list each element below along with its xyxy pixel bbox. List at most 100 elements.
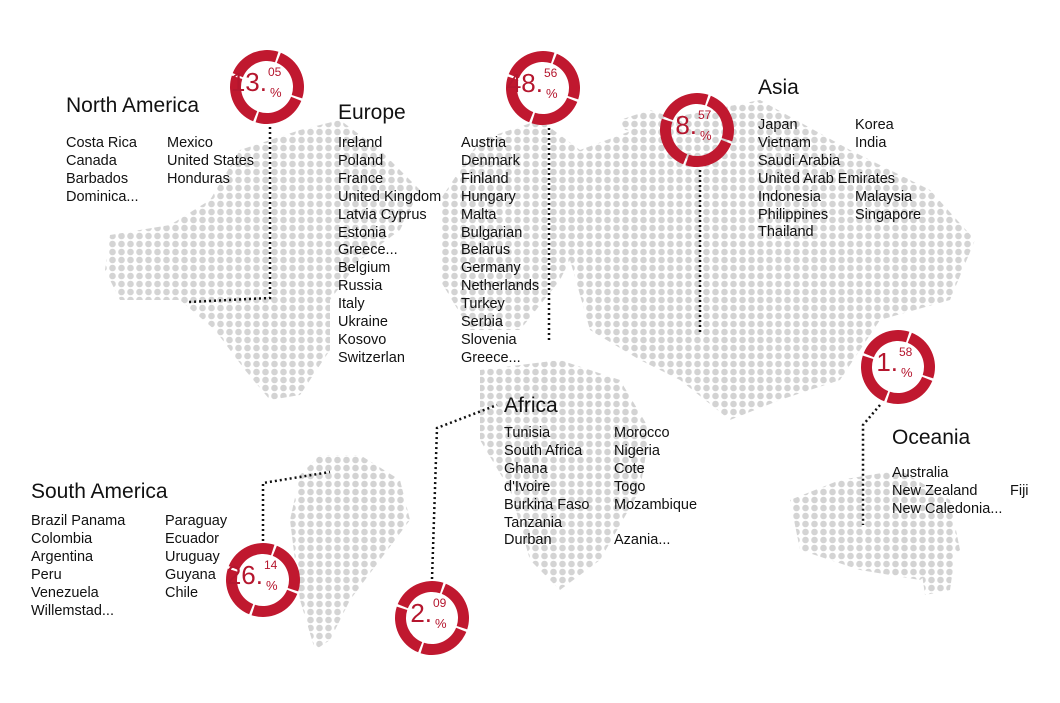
country-item: Willemstad... xyxy=(31,602,114,619)
percent-integer: 13. xyxy=(230,67,267,97)
ring-segment xyxy=(395,606,423,653)
country-item: Togo xyxy=(614,478,646,495)
country-item: Greece... xyxy=(338,242,398,259)
south-america-shape xyxy=(290,455,410,650)
ring-segment xyxy=(660,118,688,165)
country-item: Honduras xyxy=(167,170,230,187)
country-list-left: Brazil Panama Colombia Argentina Peru Venezu… xyxy=(31,513,125,620)
country-item: Paraguay xyxy=(165,513,228,529)
percent-sign: % xyxy=(435,616,447,631)
ring-segment xyxy=(861,355,889,402)
ring-segment xyxy=(907,332,935,379)
percent-integer: 1. xyxy=(876,347,898,377)
country-list-left: Japan Vietnam Saudi Arabia United Arab Emir… xyxy=(758,117,895,242)
country-list-right: Morocco Nigeria Cote Togo Mozambique Azania.… xyxy=(614,425,697,550)
ring-segment xyxy=(685,139,732,167)
country-list-right: Fiji xyxy=(1010,465,1029,501)
country-item: Russia xyxy=(338,278,383,295)
country-item xyxy=(1010,465,1029,483)
percent-integer: 8. xyxy=(675,110,697,140)
country-item: Estonia xyxy=(338,224,387,241)
ring-segment xyxy=(552,53,580,100)
percent-integer: 2. xyxy=(410,598,432,628)
country-item: Mozambique xyxy=(614,496,698,513)
percent-label: 48. 56 % xyxy=(504,49,582,127)
country-item: Switzerlan xyxy=(338,349,405,366)
percent-decimal: 58 xyxy=(899,345,913,359)
leader-lines xyxy=(187,127,881,580)
percent-decimal: 57 xyxy=(698,108,712,122)
country-item: United States xyxy=(167,152,255,169)
country-item: India xyxy=(855,134,887,151)
country-item xyxy=(614,515,697,533)
percent-sign: % xyxy=(266,578,278,593)
percent-label: 13. 05 % xyxy=(228,48,306,126)
country-item: Mexico xyxy=(167,135,213,151)
oceania-leader xyxy=(861,404,881,525)
percent-ring: 2. 09 % xyxy=(393,579,471,657)
region-title: Asia xyxy=(758,76,799,99)
country-item: Barbados xyxy=(66,170,129,187)
percent-integer: 26. xyxy=(226,560,263,590)
percent-sign: % xyxy=(700,128,712,143)
percent-sign: % xyxy=(270,85,282,100)
percent-label: 26. 14 % xyxy=(224,541,302,619)
country-item: Bulgarian xyxy=(461,224,523,241)
country-item: South Africa xyxy=(504,442,583,459)
country-item: Latvia Cyprus xyxy=(338,206,427,223)
ring-segment xyxy=(230,75,258,122)
ring-segment xyxy=(441,583,469,630)
islands-shape-2 xyxy=(920,555,955,595)
percent-decimal: 05 xyxy=(268,65,282,79)
country-list-right: Korea India Malaysia Singapore xyxy=(855,117,921,224)
country-item: Slovenia xyxy=(461,331,517,348)
country-item: Canada xyxy=(66,152,117,169)
percent-ring: 48. 56 % xyxy=(504,49,582,127)
north-america-shape xyxy=(105,120,420,400)
country-item: New Zealand xyxy=(892,482,978,499)
africa-shape xyxy=(480,360,650,590)
country-item: Germany xyxy=(461,260,521,277)
percent-decimal: 14 xyxy=(264,558,278,572)
ring-segment xyxy=(228,543,275,571)
country-item: Argentina xyxy=(31,548,94,565)
ring-segment xyxy=(706,95,734,142)
country-item: Greece... xyxy=(461,349,521,366)
country-item: Guyana xyxy=(165,566,216,583)
country-item: Azania... xyxy=(614,532,671,549)
ring-segment xyxy=(272,545,300,592)
country-item: Burkina Faso xyxy=(504,496,590,513)
country-list-left: Costa Rica Canada Barbados Dominica... xyxy=(66,135,139,207)
country-item xyxy=(855,171,921,189)
percent-ring: 8. 57 % xyxy=(658,91,736,169)
country-item: Hungary xyxy=(461,188,516,205)
country-item: Poland xyxy=(338,152,384,169)
country-list-right: Austria Denmark Finland Hungary Malta Bulgari… xyxy=(461,135,539,368)
country-item: Vietnam xyxy=(758,134,811,151)
country-list-left: Tunisia South Africa Ghana d'Ivoire Burkina … xyxy=(504,425,589,550)
country-item: Colombia xyxy=(31,530,93,547)
country-list-right: Mexico United States Honduras xyxy=(167,135,254,189)
ring-segment xyxy=(662,93,709,121)
country-item: Nigeria xyxy=(614,442,660,459)
country-item: Chile xyxy=(165,584,199,601)
country-item: Thailand xyxy=(758,224,814,241)
percent-label: 8. 57 % xyxy=(658,91,736,169)
country-item xyxy=(855,153,921,171)
country-item: Fiji xyxy=(1010,482,1029,499)
ring-segment xyxy=(226,568,254,615)
country-item: Venezuela xyxy=(31,584,99,601)
africa-leader xyxy=(430,403,498,580)
north-america-leader xyxy=(187,127,272,304)
country-item: Belgium xyxy=(338,260,391,277)
country-item: Singapore xyxy=(855,206,922,223)
country-item: Cote xyxy=(614,460,645,477)
country-item: Ukraine xyxy=(338,314,388,331)
country-list-left: Ireland Poland France United Kingdom Latvia … xyxy=(338,135,441,368)
country-list-right: Paraguay Ecuador Uruguay Guyana Chile xyxy=(165,513,227,603)
ring-segment xyxy=(863,330,910,358)
country-item: Denmark xyxy=(461,152,520,169)
country-item: Morocco xyxy=(614,425,670,441)
country-item: Italy xyxy=(338,296,365,313)
